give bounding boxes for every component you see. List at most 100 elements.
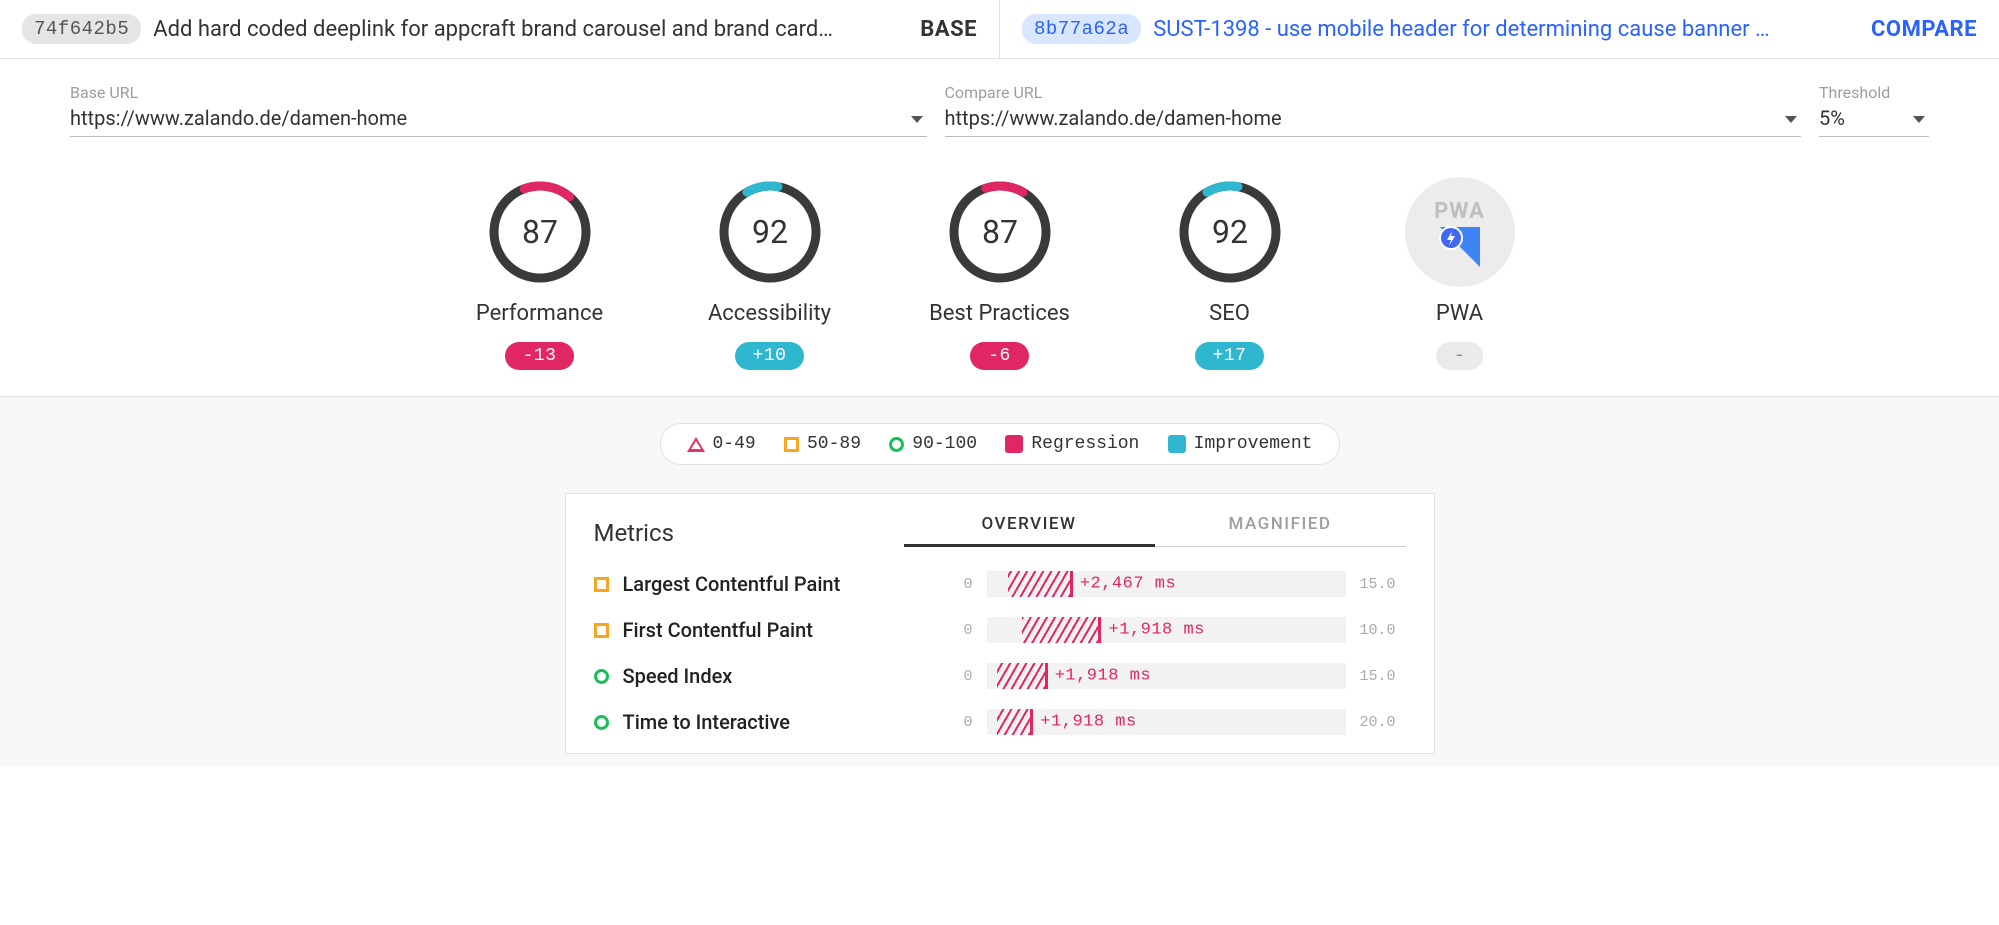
metrics-title: Metrics <box>594 519 904 547</box>
header-compare-side: 8b77a62a SUST-1398 - use mobile header f… <box>999 0 1999 58</box>
circle-icon <box>889 437 904 452</box>
metric-delta-label: +2,467 ms <box>1080 575 1176 594</box>
gauge-ring-icon: 87 <box>945 177 1055 287</box>
gauge-label: SEO <box>1155 301 1305 326</box>
metric-name: Time to Interactive <box>623 710 913 734</box>
metric-bar-fill <box>997 663 1047 689</box>
metric-scale-max: 15.0 <box>1360 576 1406 593</box>
square-icon <box>594 577 609 592</box>
tab-overview[interactable]: OVERVIEW <box>904 514 1155 547</box>
gauge-delta-pill: +17 <box>1195 342 1265 370</box>
legend-label: 90-100 <box>912 434 977 454</box>
gauge-accessibility: 92 Accessibility +10 <box>695 177 845 370</box>
metric-bar-fill <box>997 709 1033 735</box>
chevron-down-icon[interactable] <box>911 116 923 123</box>
gauge-delta-pill: - <box>1436 342 1483 370</box>
metrics-head: Metrics OVERVIEWMAGNIFIED <box>594 514 1406 547</box>
circle-icon <box>594 669 609 684</box>
svg-text:87: 87 <box>522 213 558 251</box>
gauge-seo: 92 SEO +17 <box>1155 177 1305 370</box>
svg-text:92: 92 <box>1212 213 1248 251</box>
metric-scale-max: 10.0 <box>1360 622 1406 639</box>
chevron-down-icon[interactable] <box>1785 116 1797 123</box>
metric-scale-max: 15.0 <box>1360 668 1406 685</box>
legend-label: 0-49 <box>713 434 756 454</box>
metric-row: First Contentful Paint 0 +1,918 ms 10.0 <box>594 607 1406 653</box>
metric-bar-track: +1,918 ms <box>987 663 1346 689</box>
pwa-bolt-icon <box>1434 221 1486 273</box>
metric-name: Largest Contentful Paint <box>623 572 913 596</box>
legend-label: Regression <box>1031 434 1139 454</box>
circle-icon <box>594 715 609 730</box>
legend-range-50-89: 50-89 <box>784 434 861 454</box>
svg-text:87: 87 <box>982 213 1018 251</box>
inputs-row: Base URL https://www.zalando.de/damen-ho… <box>0 59 1999 149</box>
metric-bar-fill <box>1022 617 1101 643</box>
gauge-delta-pill: -6 <box>970 342 1029 370</box>
metric-delta-label: +1,918 ms <box>1055 667 1151 686</box>
threshold-label: Threshold <box>1819 83 1929 102</box>
legend-range-90-100: 90-100 <box>889 434 977 454</box>
gauge-label: Accessibility <box>695 301 845 326</box>
base-sha-chip[interactable]: 74f642b5 <box>22 14 141 44</box>
metric-name: First Contentful Paint <box>623 618 913 642</box>
gauge-label: Performance <box>465 301 615 326</box>
gauge-ring-icon: 92 <box>1175 177 1285 287</box>
metric-name: Speed Index <box>623 664 913 688</box>
metrics-tabs: OVERVIEWMAGNIFIED <box>904 514 1406 547</box>
metrics-panel: Metrics OVERVIEWMAGNIFIED Largest Conten… <box>565 493 1435 754</box>
compare-url-label: Compare URL <box>945 83 1802 102</box>
legend-regression: Regression <box>1005 434 1139 454</box>
base-url-field[interactable]: Base URL https://www.zalando.de/damen-ho… <box>70 83 927 137</box>
compare-header: 74f642b5 Add hard coded deeplink for app… <box>0 0 1999 59</box>
gauge-ring-icon: 92 <box>715 177 825 287</box>
base-commit-title: Add hard coded deeplink for appcraft bra… <box>153 17 908 42</box>
metric-scale-min: 0 <box>927 576 973 593</box>
header-base-side: 74f642b5 Add hard coded deeplink for app… <box>0 0 999 58</box>
gauge-best-practices: 87 Best Practices -6 <box>925 177 1075 370</box>
legend: 0-49 50-89 90-100 Regression Improvement <box>660 423 1340 465</box>
compare-commit-title: SUST-1398 - use mobile header for determ… <box>1153 17 1859 42</box>
legend-label: Improvement <box>1194 434 1313 454</box>
base-url-value: https://www.zalando.de/damen-home <box>70 104 927 137</box>
gauge-label: Best Practices <box>925 301 1075 326</box>
metric-row: Time to Interactive 0 +1,918 ms 20.0 <box>594 699 1406 745</box>
pwa-gauge-icon: PWA <box>1405 177 1515 287</box>
legend-improvement: Improvement <box>1168 434 1313 454</box>
gauge-delta-pill: +10 <box>735 342 805 370</box>
metric-row: Largest Contentful Paint 0 +2,467 ms 15.0 <box>594 561 1406 607</box>
threshold-field[interactable]: Threshold 5% <box>1819 83 1929 137</box>
gauge-label: PWA <box>1385 301 1535 326</box>
metric-row: Speed Index 0 +1,918 ms 15.0 <box>594 653 1406 699</box>
metric-scale-min: 0 <box>927 714 973 731</box>
metric-bar-track: +1,918 ms <box>987 709 1346 735</box>
gauge-pwa: PWA PWA - <box>1385 177 1535 370</box>
metric-scale-min: 0 <box>927 622 973 639</box>
improvement-swatch-icon <box>1168 435 1186 453</box>
gauge-delta-pill: -13 <box>505 342 575 370</box>
compare-url-field[interactable]: Compare URL https://www.zalando.de/damen… <box>945 83 1802 137</box>
square-icon <box>594 623 609 638</box>
metric-scale-max: 20.0 <box>1360 714 1406 731</box>
gauges-row: 87 Performance -13 92 Accessibility +10 87… <box>0 149 1999 397</box>
base-role-label: BASE <box>920 17 977 42</box>
metric-delta-label: +1,918 ms <box>1040 713 1136 732</box>
gauge-performance: 87 Performance -13 <box>465 177 615 370</box>
metric-scale-min: 0 <box>927 668 973 685</box>
metric-bar-track: +1,918 ms <box>987 617 1346 643</box>
regression-swatch-icon <box>1005 435 1023 453</box>
metric-bar-track: +2,467 ms <box>987 571 1346 597</box>
legend-range-0-49: 0-49 <box>687 434 756 454</box>
tab-magnified[interactable]: MAGNIFIED <box>1155 514 1406 546</box>
square-icon <box>784 437 799 452</box>
metric-bar-fill <box>1008 571 1073 597</box>
gauge-ring-icon: 87 <box>485 177 595 287</box>
svg-text:92: 92 <box>752 213 788 251</box>
legend-label: 50-89 <box>807 434 861 454</box>
chevron-down-icon[interactable] <box>1913 116 1925 123</box>
compare-sha-chip[interactable]: 8b77a62a <box>1022 14 1141 44</box>
base-url-label: Base URL <box>70 83 927 102</box>
compare-role-label: COMPARE <box>1871 17 1977 42</box>
metrics-section: 0-49 50-89 90-100 Regression Improvement… <box>0 397 1999 766</box>
triangle-icon <box>687 437 705 452</box>
